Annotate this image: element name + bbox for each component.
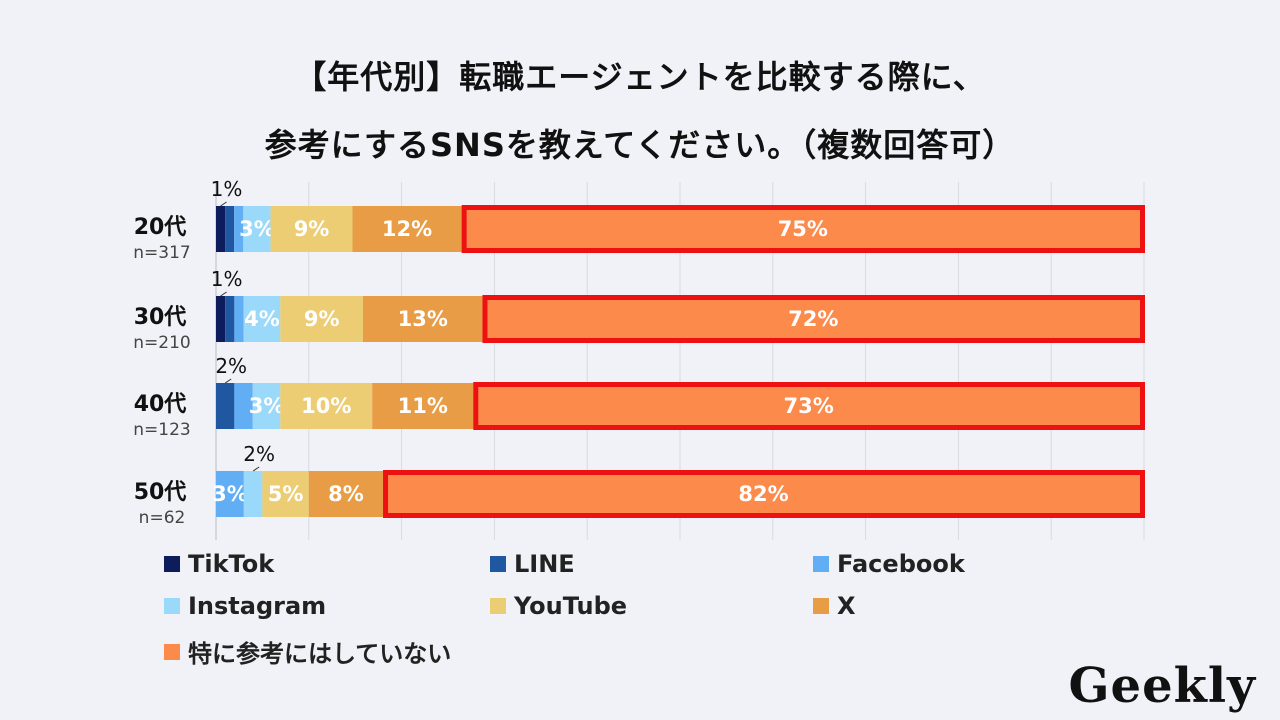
highlight-frame	[473, 382, 1145, 430]
legend-swatch	[813, 598, 829, 614]
category-sublabel: n=62	[139, 508, 186, 528]
legend-swatch	[490, 598, 506, 614]
data-label: 3%	[212, 482, 248, 506]
bar-segment	[482, 296, 1144, 342]
geekly-logo: Geekly	[1068, 658, 1256, 714]
data-label: 8%	[328, 482, 364, 506]
bar-segment	[243, 296, 281, 342]
data-label: 1%	[211, 267, 243, 291]
data-label: 3%	[249, 394, 285, 418]
legend-item: LINE	[490, 550, 575, 578]
legend-swatch	[164, 556, 180, 572]
category-label: 30代	[134, 305, 187, 330]
data-label-leader	[220, 201, 227, 207]
legend-item: YouTube	[490, 592, 627, 620]
category-label: 20代	[134, 215, 187, 240]
legend-label: YouTube	[514, 592, 628, 620]
category-label: 50代	[134, 480, 187, 505]
highlight-frame	[482, 295, 1145, 343]
bar-segment	[216, 206, 226, 252]
category-label: 40代	[134, 392, 187, 417]
data-label: 2%	[215, 354, 247, 378]
legend-item: Instagram	[164, 592, 326, 620]
legend-label: LINE	[514, 550, 575, 578]
data-label: 4%	[244, 307, 280, 331]
bar-segment	[280, 296, 364, 342]
legend-label: Instagram	[188, 592, 327, 620]
bar-segment	[225, 206, 235, 252]
chart-title-line1: 【年代別】転職エージェントを比較する際に、	[294, 58, 986, 96]
data-label-leader	[224, 378, 232, 384]
legend-item: 特に参考にはしていない	[164, 634, 451, 669]
data-label: 75%	[778, 217, 828, 241]
data-label: 9%	[294, 217, 330, 241]
bar-segment	[461, 206, 1144, 252]
bar-segment	[216, 296, 226, 342]
data-label: 1%	[211, 177, 243, 201]
bar-segment	[270, 206, 353, 252]
legend-label: X	[837, 592, 856, 620]
bar-segment	[473, 383, 1144, 429]
category-sublabel: n=210	[133, 333, 190, 353]
bar-segment	[308, 471, 384, 517]
chart-title-line2: 参考にするSNSを教えてください。（複数回答可）	[264, 126, 1016, 164]
bar-segment	[225, 296, 235, 342]
bar-segment	[243, 471, 263, 517]
legend-label: Facebook	[837, 550, 965, 578]
bar-segment	[383, 471, 1144, 517]
data-label: 5%	[268, 482, 304, 506]
highlight-frame	[461, 205, 1146, 253]
bar-segment	[262, 471, 309, 517]
data-label: 72%	[788, 307, 838, 331]
bar-segment	[280, 383, 373, 429]
bar-segment	[216, 383, 235, 429]
category-sublabel: n=317	[133, 243, 190, 263]
legend-label: 特に参考にはしていない	[188, 640, 452, 668]
legend-item: X	[813, 592, 856, 620]
legend-swatch	[813, 556, 829, 572]
legend-swatch	[164, 643, 180, 660]
bar-segment	[372, 383, 474, 429]
bar-segment	[234, 383, 253, 429]
data-label: 2%	[243, 442, 275, 466]
bar-segment	[234, 296, 244, 342]
data-label: 12%	[382, 217, 432, 241]
bar-segment	[243, 206, 271, 252]
bar-segment	[234, 206, 244, 252]
data-label-leader	[220, 291, 227, 297]
legend-swatch	[164, 598, 180, 614]
data-label: 13%	[398, 307, 448, 331]
data-label: 82%	[738, 482, 788, 506]
bar-segment	[352, 206, 462, 252]
bar-segment	[216, 471, 244, 517]
highlight-frame	[383, 470, 1146, 518]
data-label: 10%	[301, 394, 351, 418]
bar-segment	[363, 296, 483, 342]
data-label: 73%	[784, 394, 834, 418]
data-label: 3%	[239, 217, 275, 241]
data-label-leader	[252, 466, 260, 472]
category-sublabel: n=123	[133, 420, 190, 440]
bar-segment	[252, 383, 281, 429]
legend-item: TikTok	[164, 550, 274, 578]
legend-swatch	[490, 556, 506, 572]
data-label: 11%	[398, 394, 448, 418]
legend-item: Facebook	[813, 550, 965, 578]
legend-label: TikTok	[188, 550, 275, 578]
data-label: 9%	[304, 307, 340, 331]
